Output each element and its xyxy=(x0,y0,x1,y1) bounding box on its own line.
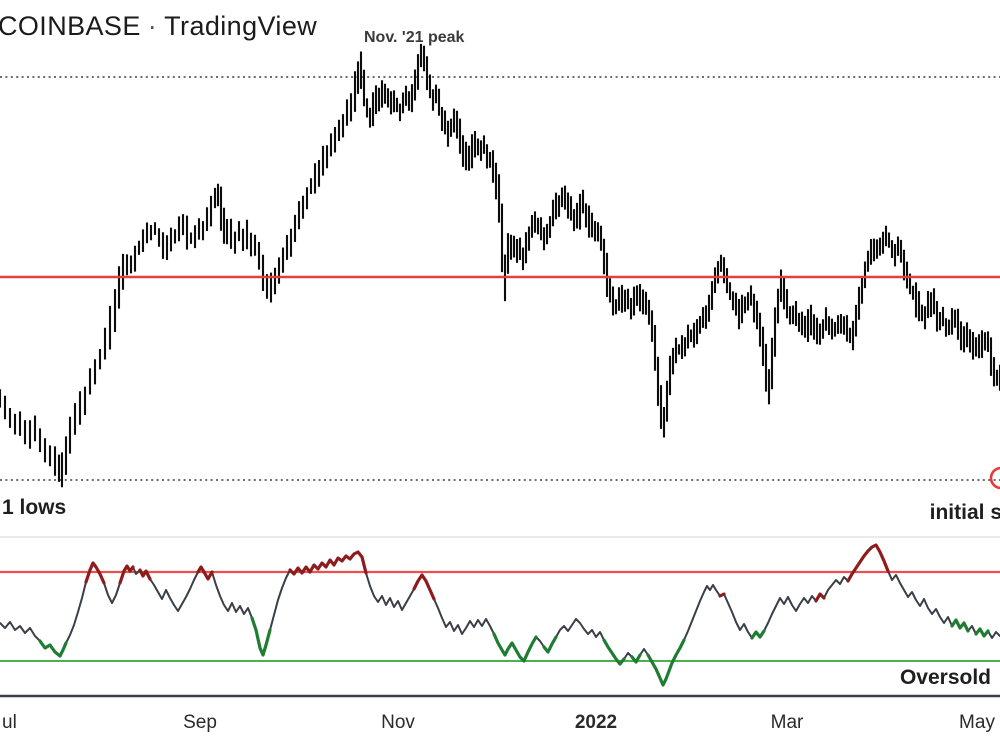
rsi-oversold-segment xyxy=(750,629,766,640)
rsi-line xyxy=(0,544,1000,686)
rsi-overbought-segment xyxy=(84,561,106,585)
platform-name: TradingView xyxy=(164,11,318,41)
peak-annotation: Nov. '21 peak xyxy=(364,29,465,46)
initial-support-circle xyxy=(989,466,1000,490)
x-axis-label: 2022 xyxy=(574,712,618,733)
time-axis[interactable]: ul Sep Nov 2022 Mar May xyxy=(0,706,1000,742)
rsi-oversold-segment xyxy=(646,638,686,687)
rsi-oversold-segment xyxy=(630,653,642,664)
rsi-oversold-segment xyxy=(250,616,272,657)
rsi-overbought-segment xyxy=(814,592,826,603)
exchange-name: COINBASE xyxy=(0,11,141,41)
rsi-overbought-segment xyxy=(718,592,726,598)
rsi-oversold-segment xyxy=(542,635,558,654)
rsi-oversold-segment xyxy=(950,618,970,633)
header-separator-dot: · xyxy=(147,11,158,41)
rsi-oversold-segment xyxy=(492,632,538,663)
rsi-oversold-segment xyxy=(602,638,626,666)
rsi-overbought-segment xyxy=(118,564,135,585)
initial-support-annotation: initial s xyxy=(929,501,1000,524)
price-bars xyxy=(0,43,1000,488)
x-axis-label: Nov xyxy=(381,712,415,733)
rsi-oversold-segment xyxy=(974,627,990,638)
lows-annotation: 1 lows xyxy=(2,496,67,519)
rsi-overbought-segment xyxy=(288,550,368,576)
rsi-oversold-segment xyxy=(38,639,68,658)
x-axis-label: ul xyxy=(2,712,17,733)
x-axis-label: Mar xyxy=(770,712,804,733)
rsi-overbought-segment xyxy=(412,573,436,601)
chart-header: COINBASE · TradingView xyxy=(0,11,317,42)
oversold-annotation: Oversold xyxy=(899,666,991,689)
rsi-overbought-segment xyxy=(196,565,214,581)
rsi-overbought-segment xyxy=(138,568,152,581)
x-axis-label: May xyxy=(959,712,995,733)
rsi-overbought-segment xyxy=(846,543,890,583)
x-axis-label: Sep xyxy=(183,712,217,733)
